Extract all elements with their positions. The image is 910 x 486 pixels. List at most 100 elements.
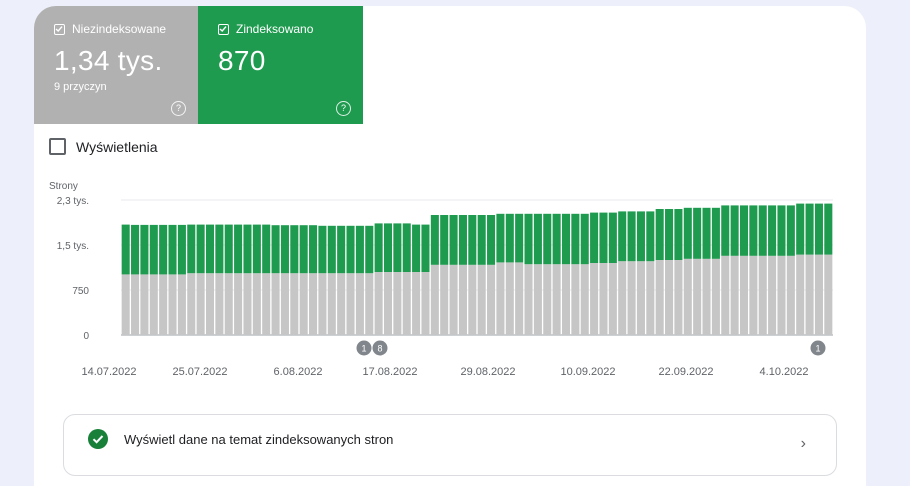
bar-not-indexed	[374, 272, 383, 335]
view-indexed-pages-row[interactable]: Wyświetl dane na temat zindeksowanych st…	[63, 414, 837, 476]
chevron-right-icon[interactable]: ›	[800, 435, 806, 452]
bar-not-indexed	[290, 273, 299, 335]
bar-not-indexed	[533, 264, 542, 335]
bar-indexed	[187, 224, 196, 274]
bar-not-indexed	[430, 264, 439, 335]
bar-indexed	[327, 225, 336, 274]
checkbox-empty-icon[interactable]	[49, 138, 66, 155]
bar-indexed	[159, 224, 168, 275]
bar-indexed	[458, 215, 467, 265]
check-circle-icon	[88, 429, 108, 449]
bar-not-indexed	[262, 273, 271, 335]
bar-not-indexed	[468, 264, 477, 335]
bar-indexed	[590, 212, 599, 263]
bar-not-indexed	[299, 273, 308, 335]
bar-not-indexed	[402, 272, 411, 335]
bar-indexed	[636, 211, 645, 262]
bar-indexed	[627, 211, 636, 262]
bar-not-indexed	[271, 273, 280, 335]
not-indexed-tile[interactable]: Niezindeksowane 1,34 tys. 9 przyczyn ?	[34, 6, 198, 124]
bar-not-indexed	[505, 262, 514, 335]
bar-not-indexed	[477, 264, 486, 335]
bar-not-indexed	[234, 273, 243, 335]
bar-indexed	[758, 205, 767, 256]
bar-indexed	[168, 224, 177, 275]
bar-not-indexed	[224, 273, 233, 335]
help-icon[interactable]: ?	[336, 101, 351, 116]
y-tick-label: 1,5 tys.	[57, 241, 89, 252]
bar-not-indexed	[487, 264, 496, 335]
bar-not-indexed	[655, 260, 664, 335]
bar-indexed	[252, 224, 261, 274]
view-indexed-pages-label: Wyświetl dane na temat zindeksowanych st…	[124, 431, 394, 447]
bar-not-indexed	[187, 273, 196, 335]
bar-not-indexed	[552, 264, 561, 335]
bar-indexed	[271, 225, 280, 274]
annotation-marker	[356, 340, 372, 356]
bar-indexed	[533, 213, 542, 265]
bar-indexed	[721, 205, 730, 256]
bar-not-indexed	[674, 260, 683, 335]
x-tick-label: 14.07.2022	[81, 366, 136, 378]
bar-indexed	[674, 209, 683, 260]
bar-not-indexed	[252, 273, 261, 335]
bar-indexed	[365, 225, 374, 274]
bar-indexed	[374, 223, 383, 272]
bar-indexed	[571, 213, 580, 265]
bar-not-indexed	[393, 272, 402, 335]
bar-not-indexed	[205, 273, 215, 335]
x-tick-label: 17.08.2022	[362, 366, 417, 378]
bar-indexed	[224, 224, 233, 274]
bar-not-indexed	[140, 274, 149, 335]
bar-indexed	[280, 225, 289, 274]
bar-not-indexed	[571, 264, 580, 335]
bar-indexed	[524, 213, 533, 265]
bar-not-indexed	[561, 264, 571, 335]
bar-not-indexed	[355, 273, 364, 335]
bar-not-indexed	[786, 255, 795, 335]
not-indexed-value: 1,34 tys.	[54, 45, 163, 76]
bar-indexed	[140, 224, 149, 275]
bar-not-indexed	[730, 255, 739, 335]
bar-not-indexed	[327, 273, 336, 335]
checkbox-checked-icon[interactable]	[218, 23, 229, 35]
bar-not-indexed	[346, 273, 355, 335]
bar-not-indexed	[496, 262, 505, 335]
x-tick-label: 29.08.2022	[460, 366, 515, 378]
indexed-tile[interactable]: Zindeksowano 870 ?	[198, 6, 363, 124]
bar-not-indexed	[636, 261, 645, 335]
annotation-marker	[810, 340, 826, 356]
checkbox-checked-icon[interactable]	[54, 23, 65, 35]
bar-not-indexed	[543, 264, 552, 335]
bar-not-indexed	[177, 274, 186, 335]
bar-not-indexed	[458, 264, 467, 335]
bar-indexed	[599, 212, 608, 263]
bar-indexed	[177, 224, 186, 275]
annotation-marker	[372, 340, 388, 356]
bar-indexed	[383, 223, 393, 272]
annotation-label: 1	[361, 344, 366, 354]
bar-not-indexed	[618, 261, 627, 335]
bar-indexed	[730, 205, 739, 256]
bar-not-indexed	[449, 264, 458, 335]
bar-indexed	[402, 223, 411, 272]
bar-indexed	[440, 215, 449, 265]
bar-not-indexed	[599, 263, 608, 335]
y-tick-label: 0	[83, 331, 89, 342]
bar-indexed	[683, 207, 692, 259]
help-icon[interactable]: ?	[171, 101, 186, 116]
x-tick-label: 25.07.2022	[172, 366, 227, 378]
y-tick-label: 2,3 tys.	[57, 196, 89, 207]
bar-not-indexed	[711, 258, 720, 335]
bar-indexed	[711, 207, 720, 259]
bar-not-indexed	[243, 273, 252, 335]
views-toggle[interactable]: Wyświetlenia	[49, 138, 158, 155]
x-tick-label: 4.10.2022	[760, 366, 809, 378]
bar-indexed	[768, 205, 777, 256]
bar-not-indexed	[683, 258, 692, 335]
x-tick-label: 22.09.2022	[658, 366, 713, 378]
bar-not-indexed	[280, 273, 289, 335]
bar-indexed	[777, 205, 786, 256]
bar-indexed	[739, 205, 749, 256]
annotation-label: 8	[377, 344, 382, 354]
